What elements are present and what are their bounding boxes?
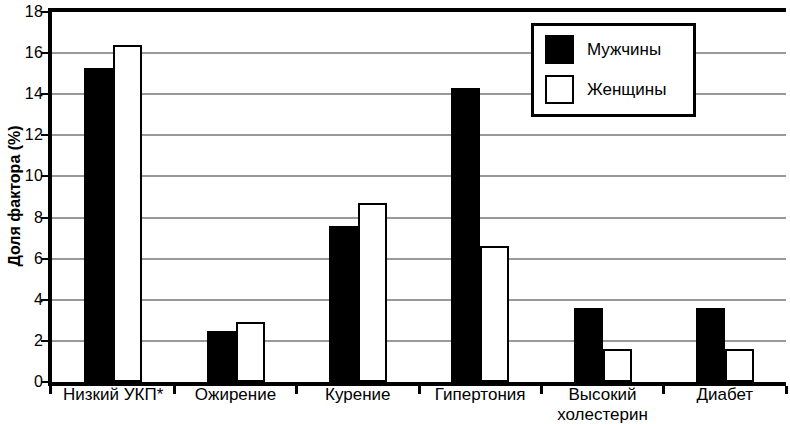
y-tick-label: 8: [0, 209, 43, 227]
y-tick-mark: [41, 299, 48, 301]
gridline: [52, 175, 786, 177]
gridline: [52, 299, 786, 301]
bar: [236, 322, 265, 382]
y-tick-mark: [41, 11, 48, 13]
bar: [329, 226, 358, 382]
bar: [113, 45, 142, 382]
y-tick-mark: [41, 93, 48, 95]
y-tick-mark: [41, 52, 48, 54]
bar: [84, 68, 113, 383]
y-tick-label: 12: [0, 126, 43, 144]
legend: Мужчины Женщины: [531, 23, 696, 117]
y-tick-mark: [41, 381, 48, 383]
y-tick-mark: [41, 258, 48, 260]
bar: [725, 349, 754, 382]
bar: [696, 308, 725, 382]
x-axis-category-label: Ожирение: [174, 385, 296, 405]
gridline: [52, 134, 786, 136]
x-axis-category-label: Гипертония: [419, 385, 541, 405]
y-tick-label: 4: [0, 291, 43, 309]
x-axis-category-label: Низкий УКП*: [52, 385, 174, 405]
bar: [574, 308, 603, 382]
bar: [480, 246, 509, 382]
y-tick-mark: [41, 217, 48, 219]
bar: [207, 331, 236, 382]
legend-item: Мужчины: [545, 35, 661, 64]
x-axis-category-label: Курение: [297, 385, 419, 405]
bar: [603, 349, 632, 382]
legend-label: Мужчины: [587, 40, 661, 60]
gridline: [52, 258, 786, 260]
y-tick-label: 14: [0, 85, 43, 103]
bar: [451, 88, 480, 382]
y-tick-label: 18: [0, 3, 43, 21]
y-axis-title: Доля фактора (%): [6, 125, 24, 266]
gridline: [52, 217, 786, 219]
legend-label: Женщины: [587, 80, 666, 100]
y-tick-label: 0: [0, 373, 43, 391]
legend-swatch: [545, 75, 574, 104]
y-tick-label: 2: [0, 332, 43, 350]
y-tick-mark: [41, 134, 48, 136]
bar: [358, 203, 387, 382]
legend-swatch: [545, 35, 574, 64]
y-tick-label: 16: [0, 44, 43, 62]
y-tick-label: 6: [0, 250, 43, 268]
bar-chart-figure: Доля фактора (%) 0 2 4 6 8 10 12 14 16 18 Низкий У…: [0, 0, 790, 424]
legend-item: Женщины: [545, 75, 666, 104]
y-tick-mark: [41, 175, 48, 177]
y-tick-mark: [41, 340, 48, 342]
x-axis-category-label: Диабет: [664, 385, 786, 405]
x-axis-category-label: Высокий холестерин: [541, 385, 663, 424]
y-tick-label: 10: [0, 167, 43, 185]
gridline: [52, 340, 786, 342]
